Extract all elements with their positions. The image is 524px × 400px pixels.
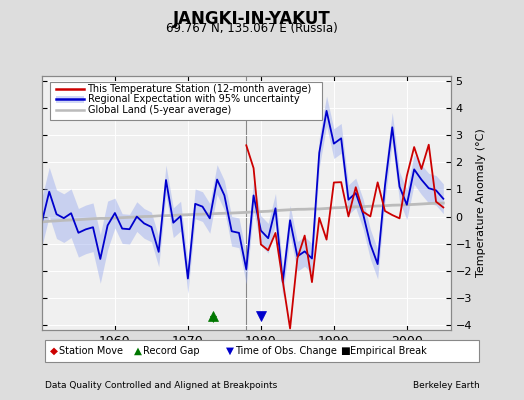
Text: ▼: ▼ <box>225 346 234 356</box>
Text: This Temperature Station (12-month average): This Temperature Station (12-month avera… <box>88 84 312 94</box>
Text: ▲: ▲ <box>134 346 142 356</box>
Text: Global Land (5-year average): Global Land (5-year average) <box>88 105 231 115</box>
Text: Regional Expectation with 95% uncertainty: Regional Expectation with 95% uncertaint… <box>88 94 299 104</box>
Text: ◆: ◆ <box>50 346 58 356</box>
Text: Berkeley Earth: Berkeley Earth <box>413 381 479 390</box>
Text: ■: ■ <box>340 346 350 356</box>
Text: Data Quality Controlled and Aligned at Breakpoints: Data Quality Controlled and Aligned at B… <box>45 381 277 390</box>
Text: Time of Obs. Change: Time of Obs. Change <box>235 346 336 356</box>
Text: JANGKI-IN-YAKUT: JANGKI-IN-YAKUT <box>172 10 331 28</box>
Text: Record Gap: Record Gap <box>143 346 200 356</box>
Y-axis label: Temperature Anomaly (°C): Temperature Anomaly (°C) <box>476 129 486 277</box>
Text: 69.767 N, 135.067 E (Russia): 69.767 N, 135.067 E (Russia) <box>166 22 337 35</box>
Text: Empirical Break: Empirical Break <box>350 346 427 356</box>
Text: Station Move: Station Move <box>59 346 123 356</box>
